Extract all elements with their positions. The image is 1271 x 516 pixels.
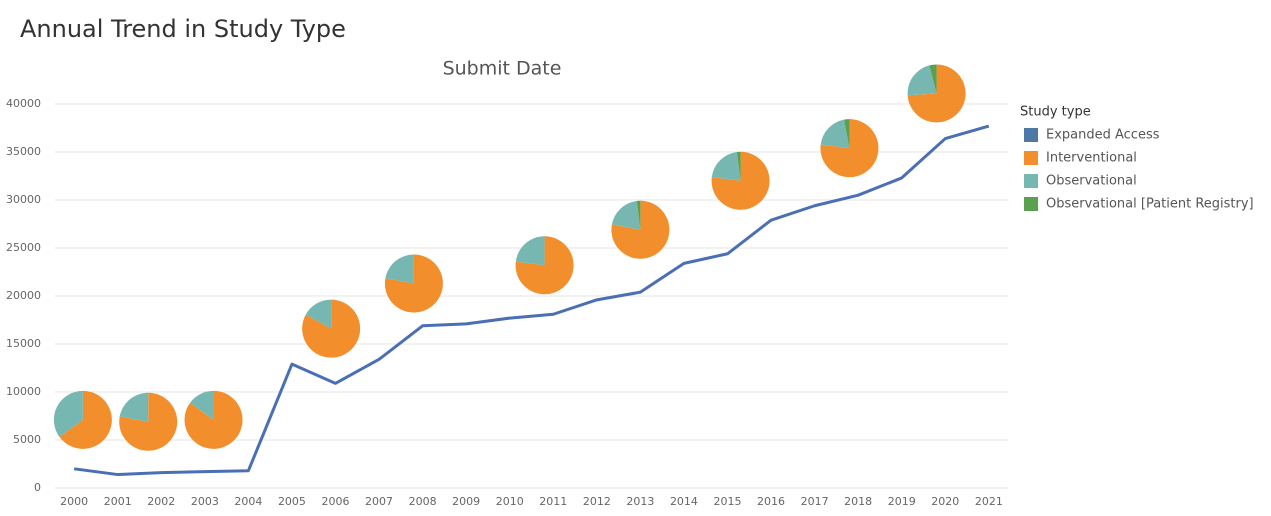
- y-tick-label: 35000: [6, 145, 41, 158]
- legend-label: Observational [Patient Registry]: [1046, 197, 1254, 212]
- x-tick-label: 2019: [888, 495, 916, 508]
- x-tick-label: 2007: [365, 495, 393, 508]
- x-tick-label: 2013: [626, 495, 654, 508]
- x-tick-label: 2016: [757, 495, 785, 508]
- y-tick-label: 15000: [6, 337, 41, 350]
- pie-slice: [190, 390, 214, 420]
- pie-slice: [53, 390, 83, 437]
- pie-slice: [820, 119, 850, 149]
- x-tick-label: 2011: [539, 495, 567, 508]
- legend-swatch: [1024, 128, 1038, 142]
- legend-swatch: [1024, 151, 1038, 165]
- x-tick-label: 2009: [452, 495, 480, 508]
- pie-slice: [711, 152, 741, 181]
- pie-slice: [844, 119, 850, 149]
- x-tick-label: 2005: [278, 495, 306, 508]
- x-tick-label: 2015: [714, 495, 742, 508]
- x-tick-label: 2012: [583, 495, 611, 508]
- y-tick-label: 5000: [13, 433, 41, 446]
- x-tick-label: 2002: [147, 495, 175, 508]
- y-tick-label: 30000: [6, 193, 41, 206]
- line-series: [73, 124, 990, 477]
- pie-slice: [384, 254, 443, 313]
- chart-title: Submit Date: [443, 58, 562, 80]
- x-tick-label: 2001: [104, 495, 132, 508]
- pie-slice: [305, 299, 332, 329]
- pie-slice: [907, 64, 966, 123]
- y-tick-label: 10000: [6, 385, 41, 398]
- y-tick-label: 25000: [6, 241, 41, 254]
- x-tick-label: 2020: [931, 495, 959, 508]
- x-tick-label: 2014: [670, 495, 698, 508]
- pie-slice: [59, 390, 112, 449]
- legend-label: Expanded Access: [1046, 128, 1160, 143]
- pie-slice: [119, 392, 149, 422]
- y-tick-label: 20000: [6, 289, 41, 302]
- x-tick-label: 2010: [496, 495, 524, 508]
- x-tick-label: 2006: [321, 495, 349, 508]
- y-tick-label: 40000: [6, 97, 41, 110]
- pie-slice: [611, 200, 670, 259]
- x-tick-label: 2003: [191, 495, 219, 508]
- x-tick-label: 2018: [844, 495, 872, 508]
- legend-swatch: [1024, 174, 1038, 188]
- pie-slice: [736, 151, 741, 181]
- pie-slice: [907, 65, 937, 96]
- x-tick-label: 2021: [975, 495, 1003, 508]
- legend-swatch: [1024, 197, 1038, 211]
- pie-slice: [385, 254, 414, 284]
- pie-slice: [636, 200, 641, 230]
- pie-slice: [929, 64, 937, 94]
- x-tick-label: 2000: [60, 495, 88, 508]
- x-tick-label: 2017: [801, 495, 829, 508]
- legend-label: Interventional: [1046, 151, 1137, 166]
- x-tick-label: 2004: [234, 495, 262, 508]
- pie-slice: [515, 236, 545, 266]
- page-title: Annual Trend in Study Type: [20, 15, 346, 43]
- y-tick-label: 0: [34, 481, 41, 494]
- pie-slice: [611, 200, 641, 230]
- x-tick-label: 2008: [409, 495, 437, 508]
- legend-label: Observational: [1046, 174, 1137, 189]
- legend-title: Study type: [1020, 105, 1091, 120]
